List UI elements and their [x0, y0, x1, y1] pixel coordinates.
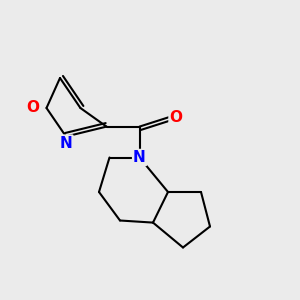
- Text: N: N: [60, 136, 72, 151]
- Text: N: N: [133, 150, 146, 165]
- Text: O: O: [26, 100, 39, 116]
- Text: O: O: [169, 110, 182, 124]
